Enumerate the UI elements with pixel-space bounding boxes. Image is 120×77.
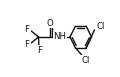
Text: F: F [37, 46, 42, 55]
Text: Cl: Cl [82, 56, 90, 65]
Text: O: O [47, 19, 53, 28]
Text: F: F [24, 25, 29, 34]
Text: NH: NH [54, 32, 66, 41]
Text: Cl: Cl [96, 22, 105, 31]
Text: F: F [24, 40, 29, 49]
